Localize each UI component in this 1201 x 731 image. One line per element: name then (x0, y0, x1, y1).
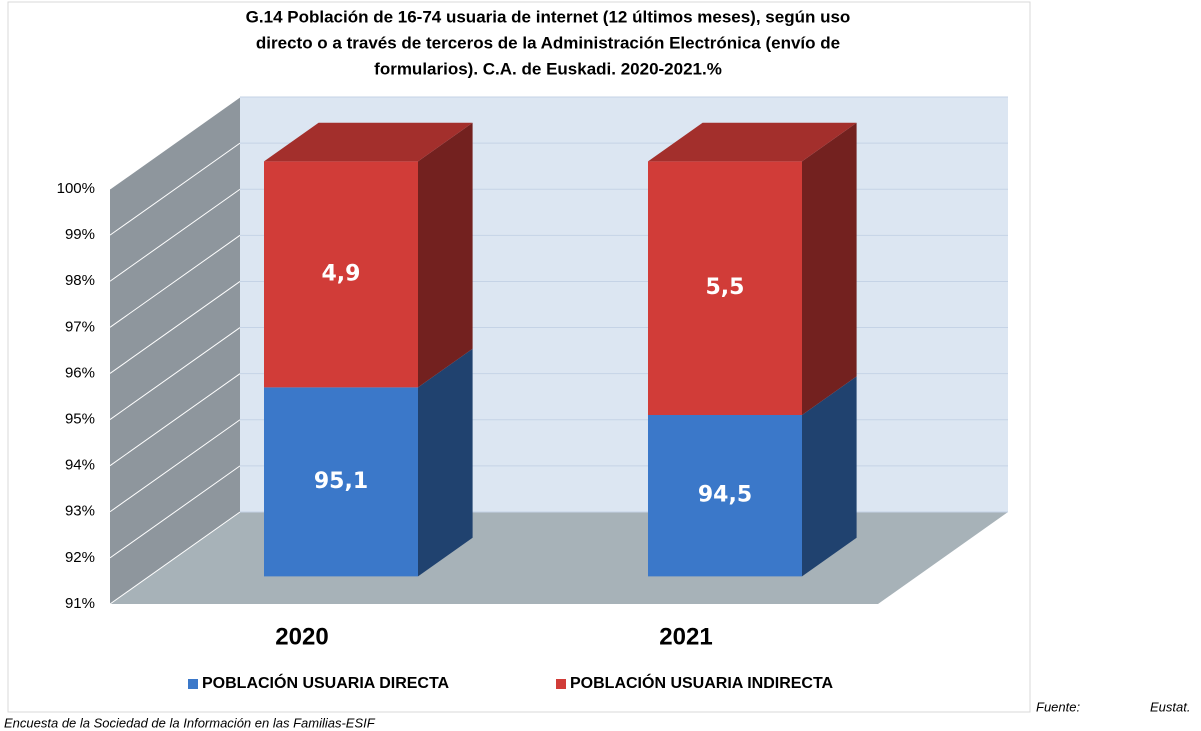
legend-swatch (188, 679, 198, 689)
bar-side (418, 348, 473, 577)
bar-front (264, 387, 418, 577)
source-label: Fuente: (1036, 699, 1080, 714)
data-label: 95,1 (314, 469, 368, 494)
bar-side (418, 122, 473, 388)
grid-line (109, 419, 241, 513)
bar (264, 122, 473, 388)
grid-line (109, 281, 241, 374)
bar-front (264, 161, 418, 388)
y-tick-label: 96% (65, 364, 95, 381)
bar-front (648, 161, 802, 416)
source: Eustat. (1150, 699, 1190, 714)
y-tick-label: 91% (65, 595, 95, 612)
grid-line (109, 373, 241, 467)
grid-line (109, 465, 241, 559)
bar-top (264, 122, 473, 162)
y-tick-label: 95% (65, 411, 95, 428)
y-tick-label: 97% (65, 318, 95, 335)
legend-label: POBLACIÓN USUARIA DIRECTA (202, 673, 450, 692)
bar-side (802, 122, 857, 416)
grid-line (109, 96, 241, 190)
chart-title: G.14 Población de 16-74 usuaria de inter… (246, 7, 851, 26)
y-tick-label: 94% (65, 457, 95, 474)
side-wall (110, 97, 240, 604)
chart-title: directo o a través de terceros de la Adm… (256, 33, 840, 52)
y-tick-label: 92% (65, 549, 95, 566)
data-label: 94,5 (698, 483, 752, 508)
bar-front (648, 415, 802, 577)
y-tick-label: 93% (65, 503, 95, 520)
bar (648, 122, 857, 416)
legend-swatch (556, 679, 566, 689)
bar (648, 376, 857, 577)
floor (110, 512, 1008, 604)
x-tick-label: 2020 (275, 623, 328, 650)
legend-label: POBLACIÓN USUARIA INDIRECTA (570, 673, 834, 692)
data-label: 4,9 (322, 261, 361, 286)
x-tick-label: 2021 (659, 623, 712, 650)
y-tick-label: 100% (57, 180, 95, 197)
grid-line (109, 511, 241, 605)
bar-side (802, 376, 857, 577)
source: Encuesta de la Sociedad de la Informació… (4, 715, 376, 730)
bar (264, 348, 473, 577)
bar-top (648, 122, 857, 162)
grid-line (109, 142, 241, 236)
y-tick-label: 98% (65, 272, 95, 289)
grid-line (109, 188, 241, 282)
chart-title: formularios). C.A. de Euskadi. 2020-2021… (374, 59, 722, 78)
data-label: 5,5 (706, 275, 745, 300)
grid-line (109, 234, 241, 328)
grid-line (109, 327, 241, 420)
y-tick-label: 99% (65, 226, 95, 243)
